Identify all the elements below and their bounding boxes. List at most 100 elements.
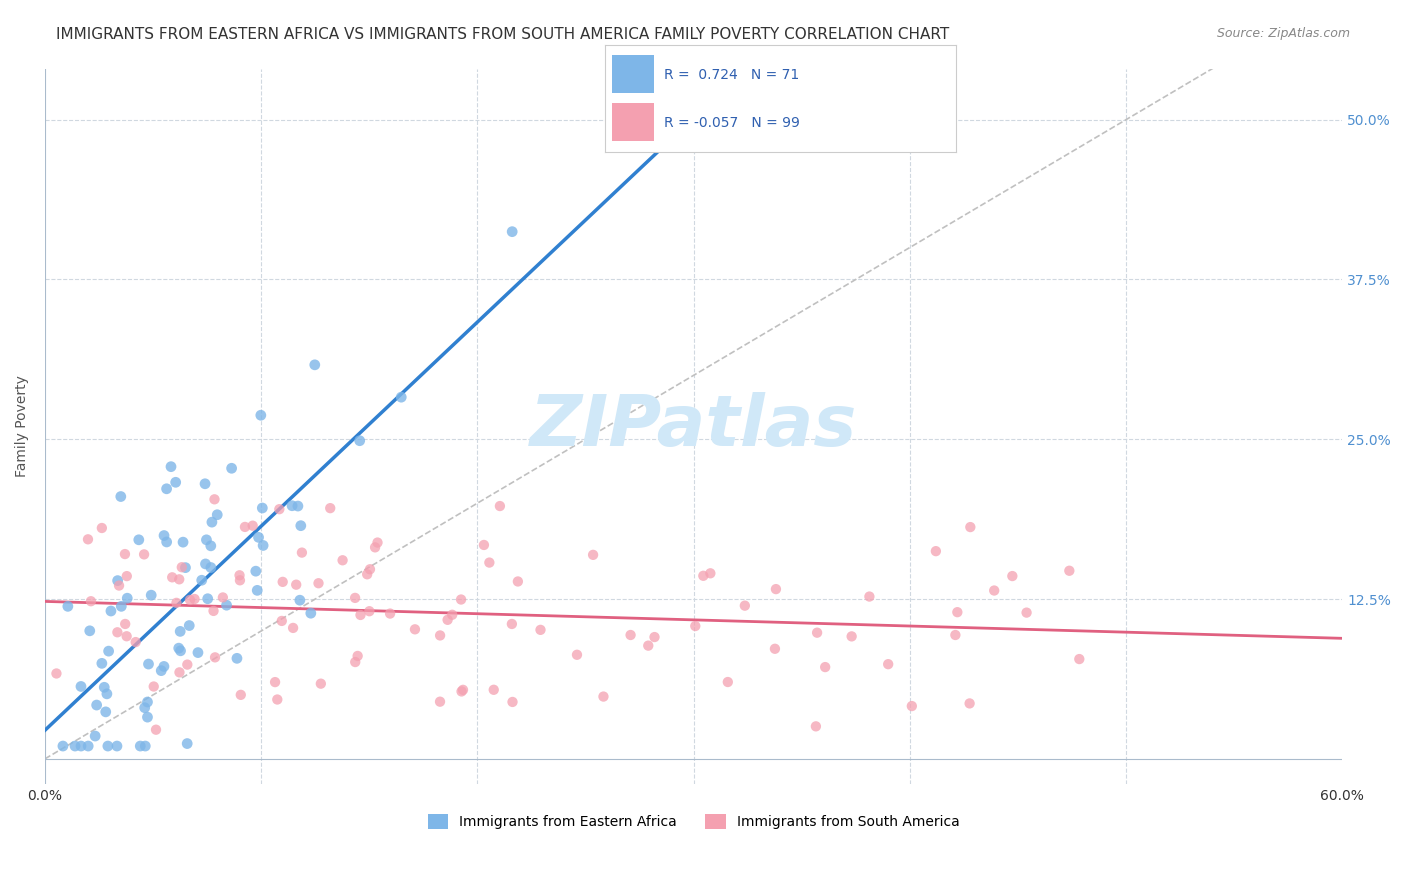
- Point: [288, 593, 311, 607]
- Point: [52, 739, 75, 753]
- Point: [378, 607, 401, 621]
- Point: [344, 655, 367, 669]
- Point: [269, 502, 291, 516]
- Point: [97, 644, 120, 658]
- Point: [271, 574, 294, 589]
- Point: [115, 569, 138, 583]
- Point: [156, 535, 179, 549]
- Point: [179, 618, 201, 632]
- Point: [195, 533, 218, 547]
- Point: [1069, 652, 1091, 666]
- Point: [841, 629, 863, 643]
- Point: [160, 459, 183, 474]
- Point: [349, 607, 371, 622]
- Point: [107, 574, 129, 588]
- Point: [194, 476, 217, 491]
- Point: [117, 591, 139, 606]
- Point: [247, 530, 270, 544]
- Point: [814, 660, 837, 674]
- Point: [174, 560, 197, 574]
- Point: [207, 508, 229, 522]
- Point: [167, 572, 190, 586]
- Point: [478, 556, 501, 570]
- Point: [644, 630, 666, 644]
- Point: [734, 599, 756, 613]
- Point: [763, 641, 786, 656]
- Point: [319, 501, 342, 516]
- Point: [200, 539, 222, 553]
- Point: [692, 569, 714, 583]
- Point: [529, 623, 551, 637]
- Point: [90, 521, 112, 535]
- Point: [169, 624, 191, 639]
- Point: [346, 648, 368, 663]
- Point: [501, 225, 523, 239]
- Point: [134, 700, 156, 714]
- Point: [170, 560, 193, 574]
- Point: [100, 604, 122, 618]
- Point: [309, 676, 332, 690]
- Point: [450, 684, 472, 698]
- Point: [1001, 569, 1024, 583]
- Point: [565, 648, 588, 662]
- Point: [153, 528, 176, 542]
- Point: [204, 492, 226, 507]
- Text: R =  0.724   N = 71: R = 0.724 N = 71: [665, 68, 800, 81]
- Point: [359, 604, 381, 618]
- Point: [93, 681, 115, 695]
- Point: [96, 687, 118, 701]
- Point: [356, 567, 378, 582]
- Point: [765, 582, 787, 596]
- Point: [115, 629, 138, 643]
- Point: [134, 739, 156, 753]
- Point: [125, 635, 148, 649]
- Point: [281, 621, 304, 635]
- Point: [105, 625, 128, 640]
- Point: [291, 546, 314, 560]
- Point: [229, 574, 252, 588]
- Point: [252, 539, 274, 553]
- Point: [332, 553, 354, 567]
- Point: [153, 659, 176, 673]
- Point: [1015, 606, 1038, 620]
- Point: [229, 688, 252, 702]
- Point: [129, 739, 152, 753]
- Point: [592, 690, 614, 704]
- Point: [502, 695, 524, 709]
- Point: [285, 577, 308, 591]
- Point: [136, 695, 159, 709]
- Point: [959, 697, 981, 711]
- Point: [264, 675, 287, 690]
- Point: [270, 614, 292, 628]
- Point: [281, 499, 304, 513]
- Point: [308, 576, 330, 591]
- Point: [472, 538, 495, 552]
- Point: [155, 482, 177, 496]
- Point: [959, 520, 981, 534]
- FancyBboxPatch shape: [612, 103, 654, 141]
- Text: IMMIGRANTS FROM EASTERN AFRICA VS IMMIGRANTS FROM SOUTH AMERICA FAMILY POVERTY C: IMMIGRANTS FROM EASTERN AFRICA VS IMMIGR…: [56, 27, 949, 42]
- Point: [266, 692, 288, 706]
- Point: [187, 646, 209, 660]
- Point: [179, 593, 201, 607]
- Point: [190, 573, 212, 587]
- Point: [389, 390, 412, 404]
- Point: [165, 475, 187, 490]
- Point: [945, 628, 967, 642]
- Point: [141, 588, 163, 602]
- Point: [197, 591, 219, 606]
- Point: [226, 651, 249, 665]
- Point: [482, 682, 505, 697]
- Point: [806, 625, 828, 640]
- Point: [215, 598, 238, 612]
- Point: [489, 499, 512, 513]
- Point: [45, 666, 67, 681]
- Point: [202, 604, 225, 618]
- Point: [304, 358, 326, 372]
- Point: [349, 434, 371, 448]
- FancyBboxPatch shape: [612, 55, 654, 93]
- Point: [450, 592, 472, 607]
- Text: R = -0.057   N = 99: R = -0.057 N = 99: [665, 116, 800, 129]
- Point: [501, 617, 523, 632]
- Point: [804, 719, 827, 733]
